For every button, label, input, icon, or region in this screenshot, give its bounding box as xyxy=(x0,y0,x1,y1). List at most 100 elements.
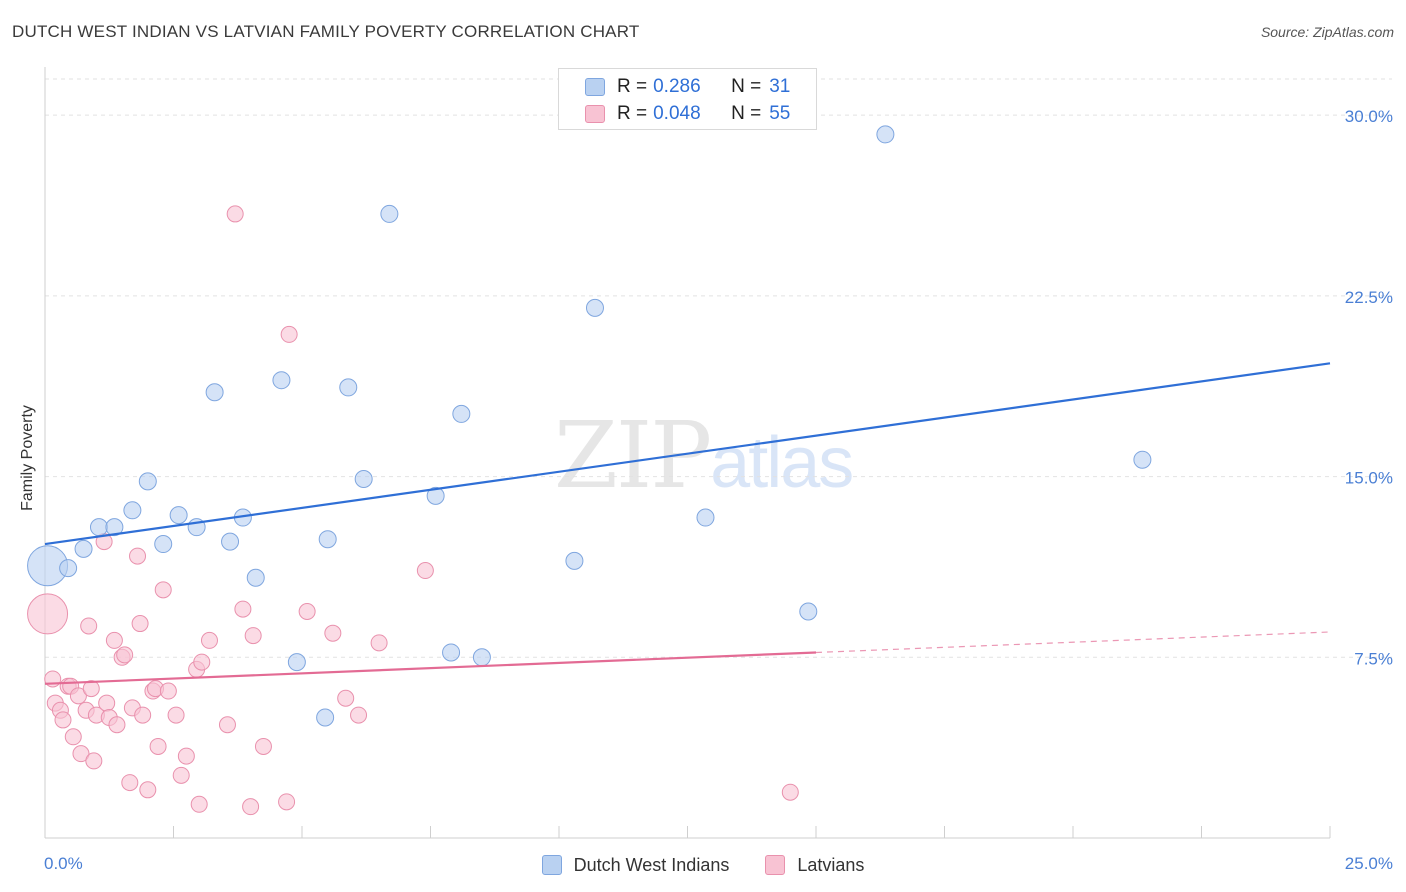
data-point xyxy=(452,404,471,423)
data-point xyxy=(159,682,177,700)
pink-swatch xyxy=(585,105,605,123)
data-point xyxy=(116,646,134,664)
data-point xyxy=(172,766,190,784)
data-point xyxy=(416,562,434,580)
data-point xyxy=(200,631,218,649)
data-point xyxy=(89,518,108,537)
gridlines xyxy=(45,78,1392,658)
data-point xyxy=(380,204,399,223)
data-point xyxy=(193,653,211,671)
data-point xyxy=(226,205,244,223)
tick-labels: 7.5% 15.0% 22.5% 30.0% 0.0% 25.0% xyxy=(44,107,1393,873)
legend-row-dutch-west-indians: R = 0.286 N = 31 xyxy=(585,75,790,99)
blue-swatch xyxy=(585,78,605,96)
n-label: N = xyxy=(731,76,762,97)
data-point xyxy=(244,627,262,645)
data-point xyxy=(339,378,358,397)
data-point xyxy=(121,774,139,792)
data-point xyxy=(54,711,72,729)
data-point xyxy=(59,559,78,578)
data-point xyxy=(98,694,116,712)
legend-row-latvians: R = 0.048 N = 55 xyxy=(585,102,790,126)
x-tick-label: 25.0% xyxy=(1345,854,1393,873)
y-tick-label: 30.0% xyxy=(1345,107,1393,126)
n-label: N = xyxy=(731,103,762,124)
data-point xyxy=(472,648,491,667)
axes xyxy=(44,67,1331,839)
data-point xyxy=(134,706,152,724)
data-point xyxy=(370,634,388,652)
data-point xyxy=(72,745,90,763)
data-point xyxy=(154,535,173,554)
x-tick-label: 0.0% xyxy=(44,854,83,873)
trendline-latvians-extrapolated xyxy=(815,631,1331,654)
data-point xyxy=(426,486,445,505)
trendline-dutch-west-indians xyxy=(44,362,1331,546)
r-value: 0.286 xyxy=(653,76,701,97)
data-point xyxy=(190,795,208,813)
data-point xyxy=(123,501,142,520)
data-point xyxy=(218,716,236,734)
data-point xyxy=(82,680,100,698)
data-point xyxy=(221,532,240,551)
legend-item-latvians[interactable]: Latvians xyxy=(765,855,864,876)
r-label: R = xyxy=(617,76,648,97)
data-point xyxy=(350,706,368,724)
data-point xyxy=(354,469,373,488)
data-point xyxy=(781,783,799,801)
data-point xyxy=(131,615,149,633)
data-point xyxy=(154,581,172,599)
blue-swatch xyxy=(541,855,562,875)
series-legend: Dutch West Indians Latvians xyxy=(0,852,1406,878)
data-point xyxy=(246,568,265,587)
r-value: 0.048 xyxy=(653,103,701,124)
y-tick-label: 7.5% xyxy=(1354,649,1393,668)
data-point xyxy=(138,472,157,491)
data-point xyxy=(64,728,82,746)
data-point xyxy=(105,631,123,649)
data-point xyxy=(272,371,291,390)
data-point xyxy=(318,530,337,549)
data-point xyxy=(278,793,296,811)
data-point xyxy=(585,298,604,317)
n-value: 31 xyxy=(769,76,791,97)
data-point xyxy=(799,602,818,621)
data-point xyxy=(337,689,355,707)
source-label: Source: ZipAtlas.com xyxy=(1260,24,1394,40)
data-point xyxy=(1133,450,1152,469)
data-point xyxy=(205,383,224,402)
data-point xyxy=(105,518,124,537)
correlation-legend: R = 0.286 N = 31 R = 0.048 N = 55 xyxy=(558,68,817,130)
data-point xyxy=(287,653,306,672)
data-point xyxy=(242,798,260,816)
data-point xyxy=(316,708,335,727)
legend-label: Latvians xyxy=(797,854,865,875)
pink-swatch xyxy=(765,855,786,875)
r-label: R = xyxy=(617,103,648,124)
data-point xyxy=(324,624,342,642)
data-point xyxy=(298,603,316,621)
legend-item-dutch-west-indians[interactable]: Dutch West Indians xyxy=(541,854,730,876)
n-value: 55 xyxy=(769,103,791,124)
data-point xyxy=(167,706,185,724)
legend-label: Dutch West Indians xyxy=(573,854,730,875)
data-point xyxy=(696,508,715,527)
data-point xyxy=(27,593,69,635)
data-point xyxy=(234,600,252,618)
data-point xyxy=(85,752,103,770)
data-point xyxy=(74,539,93,558)
trendline-latvians xyxy=(44,651,817,685)
data-point xyxy=(80,617,98,635)
data-point xyxy=(129,547,147,565)
data-point xyxy=(876,125,895,144)
data-point xyxy=(108,716,126,734)
data-point xyxy=(169,506,188,525)
data-point xyxy=(442,643,461,662)
data-point xyxy=(149,737,167,755)
y-tick-label: 22.5% xyxy=(1345,288,1393,307)
data-point xyxy=(69,687,87,705)
data-point xyxy=(139,781,157,799)
data-point xyxy=(177,747,195,765)
latvians-points xyxy=(27,205,799,816)
